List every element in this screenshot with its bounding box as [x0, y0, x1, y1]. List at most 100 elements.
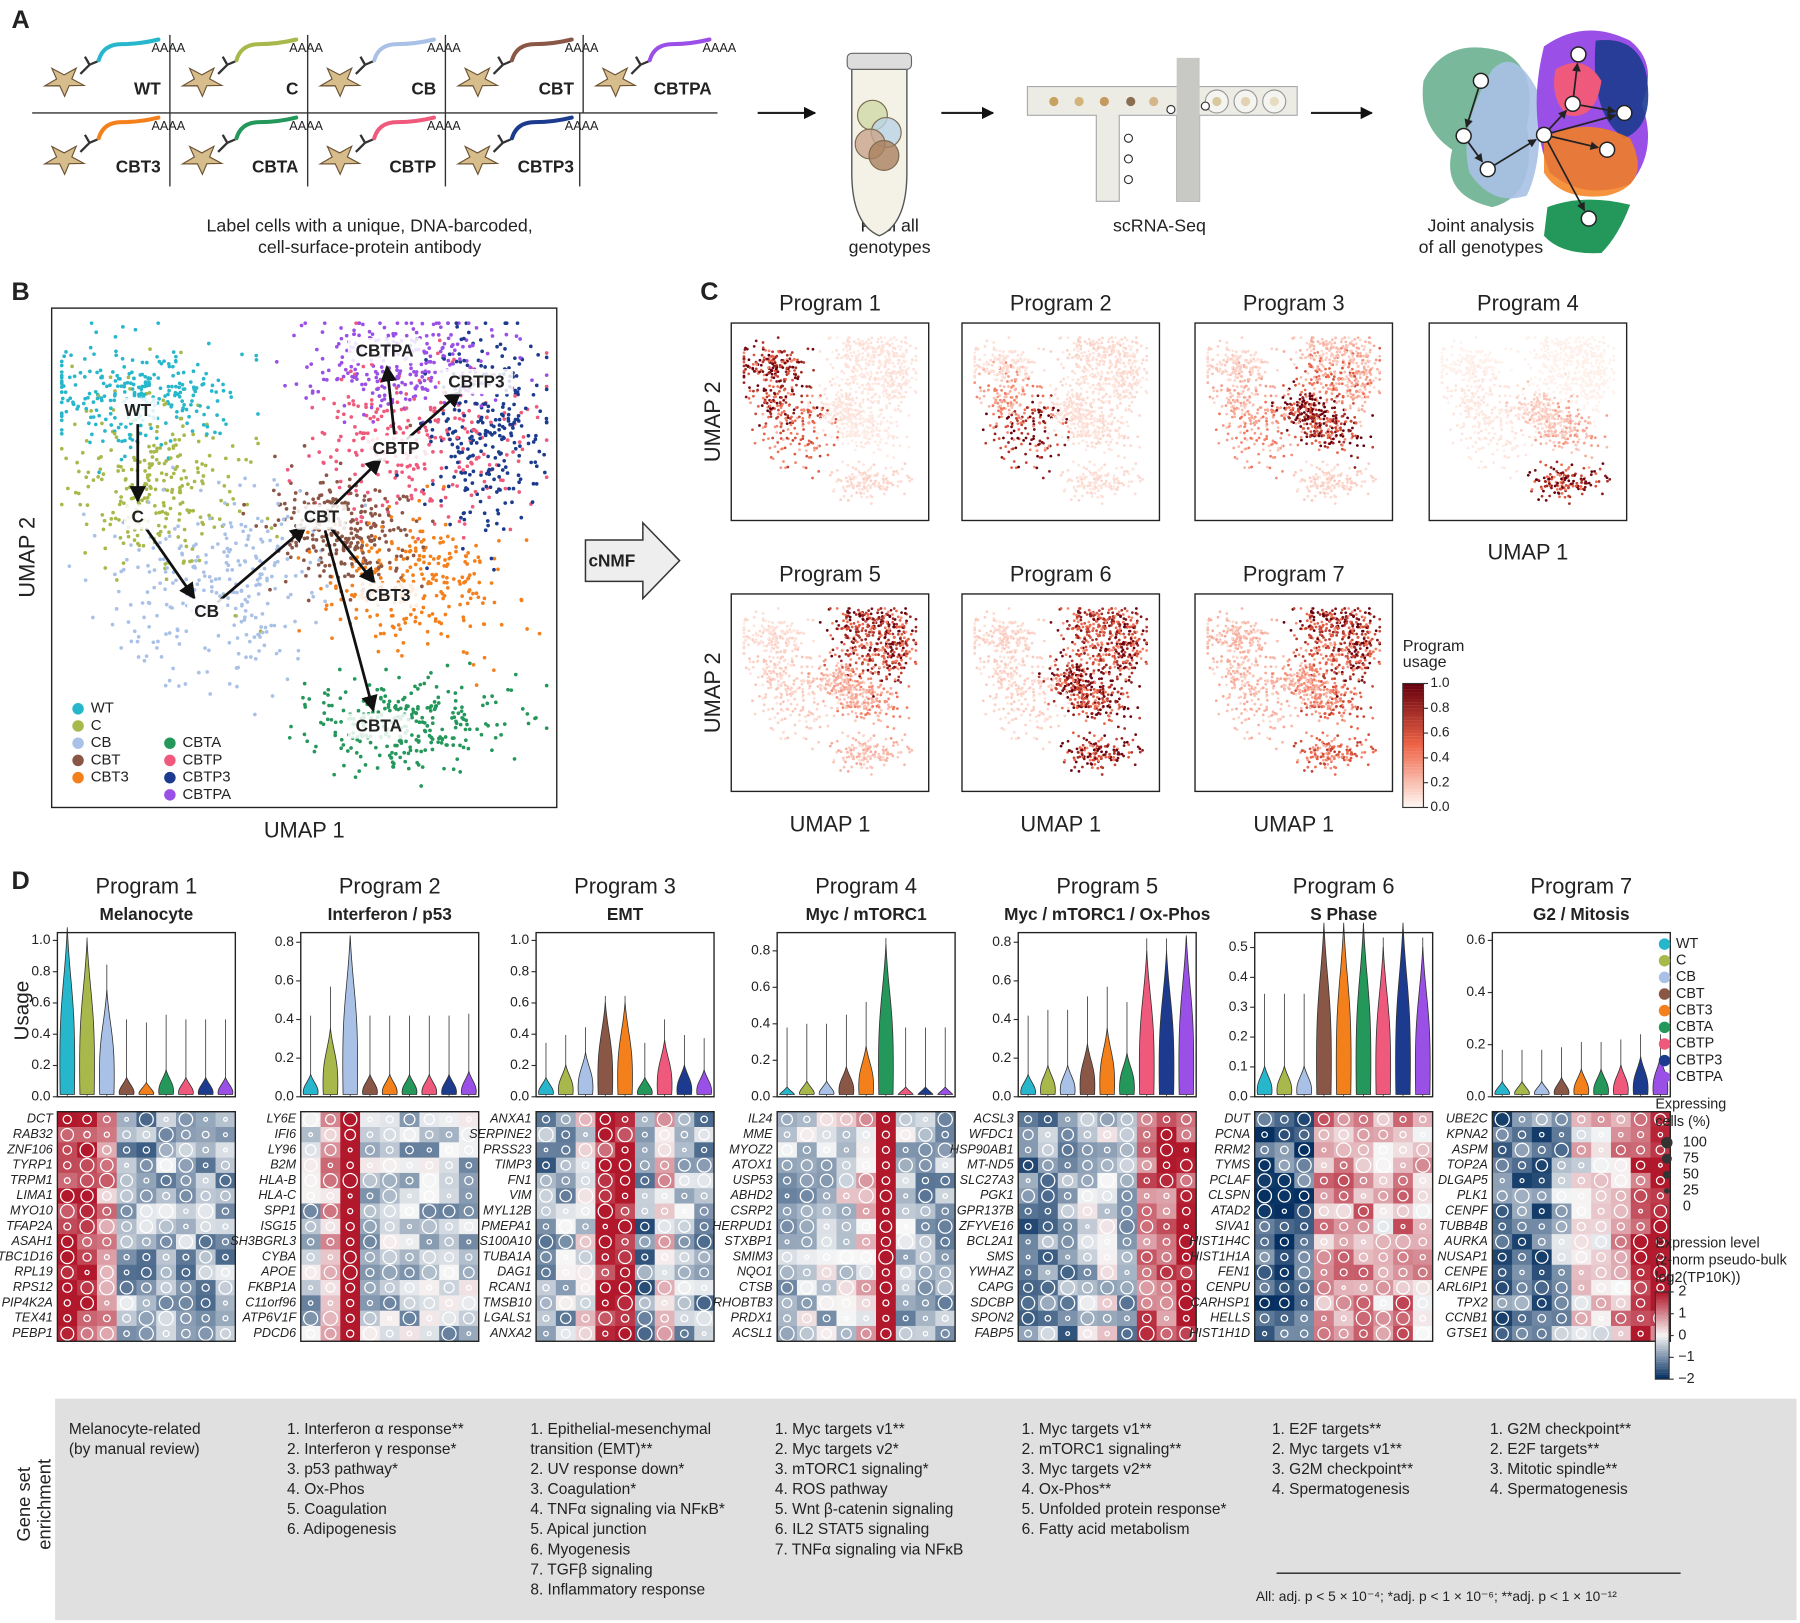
cell-point	[465, 363, 470, 368]
cell-point	[1041, 394, 1045, 398]
cell-point	[143, 380, 148, 384]
cell-point	[894, 420, 898, 424]
cell-point	[350, 593, 354, 597]
cell-point	[1127, 472, 1131, 476]
cell-point	[374, 745, 378, 750]
cell-point	[336, 409, 341, 414]
cell-point	[164, 602, 169, 607]
cell-point	[253, 712, 257, 717]
cell-point	[413, 619, 418, 624]
cell-point	[480, 349, 484, 354]
cell-point	[394, 501, 399, 505]
cell-point	[136, 385, 141, 390]
cell-point	[534, 383, 539, 388]
cell-point	[338, 617, 343, 622]
cell-point	[533, 437, 538, 442]
cell-point	[1097, 392, 1101, 396]
cell-point	[1111, 340, 1115, 344]
cell-point	[486, 523, 490, 528]
cell-point	[1013, 350, 1017, 353]
cell-point	[982, 366, 985, 370]
cell-point	[776, 404, 779, 408]
cell-point	[748, 386, 751, 390]
cell-point	[782, 410, 786, 413]
cell-point	[748, 389, 752, 393]
cell-point	[793, 436, 797, 440]
cell-point	[525, 627, 529, 631]
cell-point	[203, 646, 207, 650]
cell-point	[167, 534, 172, 539]
cell-point	[992, 426, 996, 430]
cell-point	[1114, 362, 1118, 365]
cell-point	[439, 499, 443, 503]
cell-point	[1099, 388, 1103, 391]
cell-point	[59, 373, 64, 378]
cell-point	[285, 514, 290, 519]
cell-point	[180, 500, 185, 505]
cell-point	[391, 764, 395, 769]
cell-point	[805, 394, 809, 398]
cell-point	[499, 478, 503, 482]
cell-icon	[455, 66, 500, 98]
cell-point	[352, 507, 356, 511]
cell-point	[1090, 444, 1094, 448]
cell-point	[1004, 445, 1008, 448]
cell-point	[899, 410, 903, 413]
cell-point	[772, 376, 776, 380]
cell-point	[375, 371, 380, 376]
cell-point	[346, 538, 350, 542]
cell-point	[535, 415, 540, 420]
cell-point	[380, 398, 384, 403]
cell-point	[461, 618, 466, 623]
cell-point	[862, 417, 865, 420]
cell-point	[395, 743, 399, 748]
cell-point	[339, 377, 344, 382]
cell-point	[1099, 486, 1103, 489]
cell-point	[779, 425, 783, 429]
cell-point	[142, 384, 147, 389]
cell-point	[1054, 433, 1058, 437]
graph-edge	[1548, 109, 1568, 130]
cell-point	[433, 617, 438, 621]
cell-point	[468, 596, 473, 601]
cell-point	[310, 533, 315, 537]
cell-point	[880, 384, 884, 387]
cell-point	[480, 601, 485, 605]
cell-point	[497, 427, 501, 432]
cell-point	[130, 387, 135, 391]
cell-point	[59, 502, 64, 507]
cell-point	[850, 494, 854, 498]
cell-point	[792, 411, 796, 415]
cell-point	[118, 499, 123, 504]
cell-point	[891, 389, 895, 393]
cell-point	[222, 550, 226, 554]
cell-point	[866, 392, 870, 396]
cell-point	[1092, 343, 1095, 347]
cell-point	[875, 473, 879, 477]
cell-point	[801, 419, 805, 423]
cell-point	[1090, 495, 1094, 499]
graph-edge	[1551, 135, 1600, 150]
cell-point	[341, 374, 346, 379]
cell-point	[122, 501, 126, 505]
cell-point	[503, 465, 508, 469]
cell-point	[192, 479, 197, 484]
cell-point	[1043, 430, 1047, 433]
lineage-arrow	[330, 457, 383, 509]
cell-point	[756, 384, 760, 387]
cell-point	[798, 448, 801, 452]
tail-label: AAAA	[152, 119, 186, 133]
cell-point	[880, 420, 884, 424]
cell-point	[1141, 376, 1145, 380]
cell-point	[533, 460, 538, 465]
cell-point	[441, 540, 445, 544]
cell-point	[96, 475, 100, 479]
cell-point	[855, 444, 859, 448]
cell-point	[445, 575, 449, 580]
cell-point	[385, 460, 389, 464]
cell-point	[353, 527, 358, 532]
cell-point	[517, 490, 522, 494]
cell-point	[182, 387, 187, 391]
cell-point	[1023, 369, 1027, 372]
cell-point	[426, 675, 431, 680]
